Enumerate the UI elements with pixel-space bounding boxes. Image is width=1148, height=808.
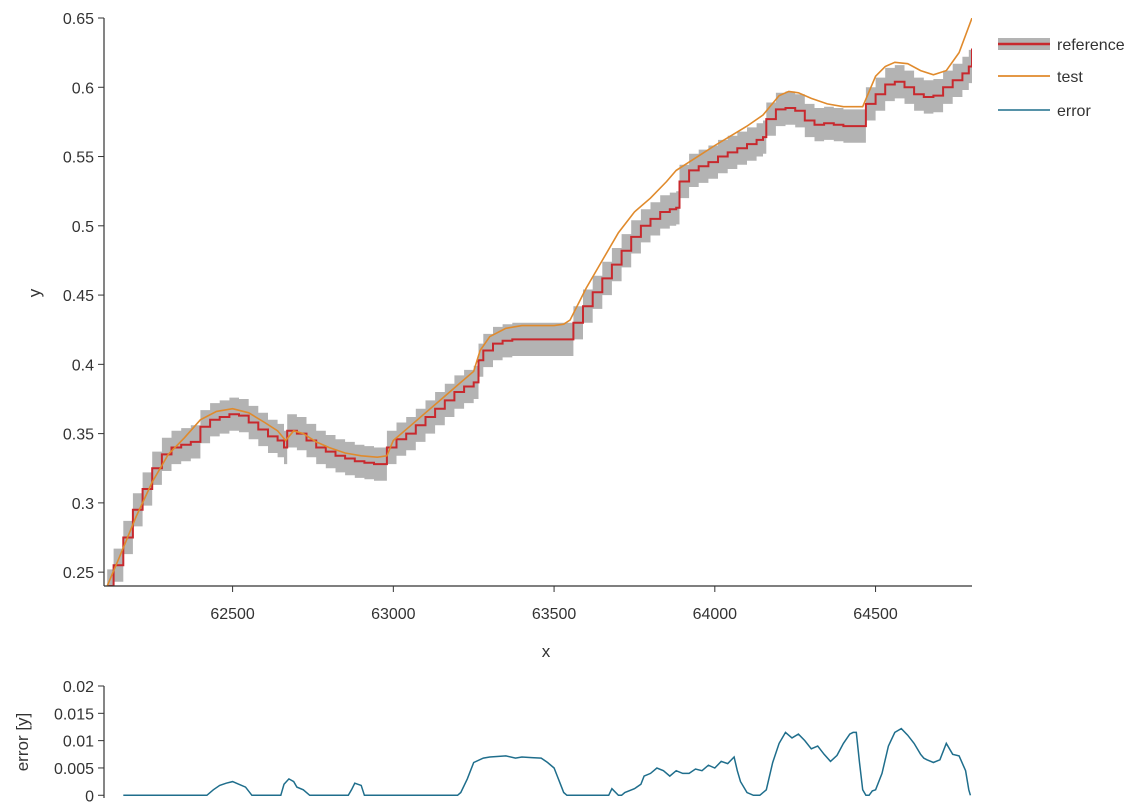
y-tick-label: 0.65 — [63, 11, 94, 28]
legend-label-reference: reference — [1057, 37, 1125, 54]
error-series-line — [123, 727, 972, 797]
x-tick-label: 62500 — [210, 606, 255, 623]
error-y-axis-title: error [y] — [13, 713, 32, 772]
error-chart: 0 0.005 0.01 0.015 0.02 error [y] — [13, 679, 972, 805]
error-y-tick-label: 0.015 — [54, 706, 94, 723]
legend: reference test error — [998, 37, 1125, 120]
error-axes: 0 0.005 0.01 0.015 0.02 — [54, 679, 105, 805]
x-axis-title: x — [542, 642, 551, 661]
y-tick-label: 0.4 — [72, 357, 94, 374]
x-tick-label: 64500 — [853, 606, 898, 623]
error-y-tick-label: 0.02 — [63, 679, 94, 696]
y-tick-label: 0.25 — [63, 565, 94, 582]
series-reference-line — [107, 48, 972, 586]
y-tick-label: 0.6 — [72, 80, 94, 97]
reference-tolerance-band — [107, 31, 972, 586]
x-tick-label: 63500 — [532, 606, 577, 623]
error-y-tick-label: 0 — [85, 788, 94, 805]
x-tick-label: 63000 — [371, 606, 416, 623]
y-tick-label: 0.3 — [72, 496, 94, 513]
series-error-line — [123, 727, 972, 797]
y-tick-label: 0.55 — [63, 150, 94, 167]
y-axis-title: y — [25, 288, 44, 297]
series-test-line — [106, 18, 972, 586]
y-tick-label: 0.35 — [63, 427, 94, 444]
y-tick-label: 0.45 — [63, 288, 94, 305]
legend-label-error: error — [1057, 103, 1091, 120]
x-tick-label: 64000 — [693, 606, 738, 623]
main-series-lines — [106, 18, 972, 586]
error-y-tick-label: 0.01 — [63, 734, 94, 751]
error-y-tick-label: 0.005 — [54, 761, 94, 778]
y-tick-label: 0.5 — [72, 219, 94, 236]
main-axes: 62500 63000 63500 64000 64500 0.25 0.3 0.35 0.4 0… — [63, 11, 972, 623]
legend-label-test: test — [1057, 69, 1083, 86]
main-chart: 62500 63000 63500 64000 64500 0.25 0.3 0.35 0.4 0… — [25, 11, 972, 661]
reference-band-area — [107, 31, 972, 586]
